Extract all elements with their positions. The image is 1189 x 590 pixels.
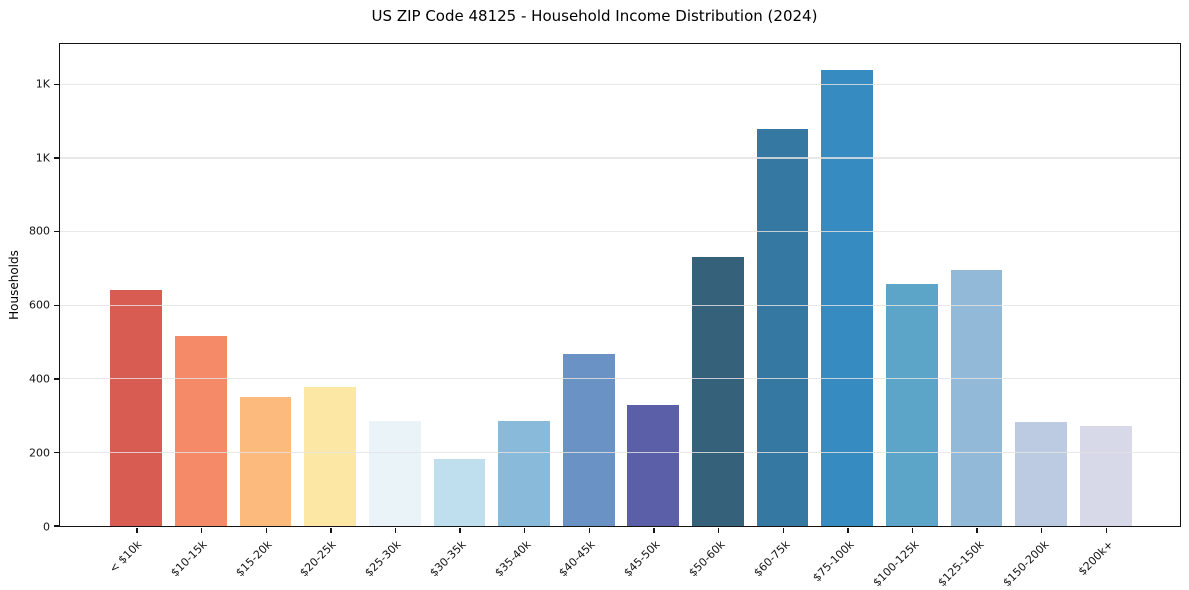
- x-tick-mark: [976, 527, 978, 533]
- x-tick-label: $200k+: [1075, 538, 1116, 579]
- x-tick-mark: [200, 527, 203, 533]
- x-axis: < $10k $10-15k $15-20k $20-25k $25-30k $30-35…: [59, 531, 1181, 589]
- x-tick-cell: $35-40k: [492, 531, 557, 587]
- bar-cell: [944, 44, 1009, 533]
- x-tick-mark: [782, 527, 784, 533]
- bar-cell: [298, 44, 363, 533]
- x-tick-label: $35-40k: [491, 538, 534, 580]
- x-tick-label: $30-35k: [427, 538, 469, 580]
- y-tick-mark: [53, 451, 59, 454]
- bar-< $10k: [110, 289, 163, 526]
- y-tick-mark: [53, 378, 59, 380]
- bar-cell: [686, 44, 751, 533]
- x-tick-label: $15-20k: [232, 538, 275, 580]
- x-tick-label: $60-75k: [750, 538, 793, 580]
- bar-$45-50k: [627, 405, 680, 526]
- bar-cell: [1009, 44, 1074, 533]
- y-axis: 0 200 400 600 800 1K 1K: [0, 43, 50, 533]
- bar-$10-15k: [175, 336, 227, 526]
- bar-$30-35k: [433, 459, 486, 526]
- bar-$125-150k: [950, 270, 1003, 526]
- bar-cell: [233, 44, 298, 533]
- bar-cell: [492, 44, 557, 533]
- x-tick-mark: [394, 527, 397, 533]
- bar-$150-200k: [1015, 421, 1067, 526]
- x-tick-label: $20-25k: [297, 538, 339, 580]
- x-tick-cell: $15-20k: [233, 531, 298, 587]
- x-tick-cell: $150-200k: [1000, 531, 1075, 589]
- x-tick-cell: $45-50k: [621, 531, 686, 587]
- bar-$35-40k: [498, 421, 550, 526]
- x-tick-mark: [1041, 527, 1043, 533]
- bar-cell: [815, 44, 880, 533]
- x-tick-label: $10-15k: [168, 538, 210, 580]
- plot-area: [53, 43, 1181, 533]
- bar-cell: [1073, 44, 1138, 533]
- x-tick-mark: [330, 527, 332, 533]
- x-tick-mark: [653, 527, 655, 533]
- x-tick-cell: $50-60k: [686, 531, 751, 587]
- x-tick-cell: < $10k: [103, 531, 168, 587]
- bar-$25-30k: [368, 421, 421, 526]
- bar-$75-100k: [821, 69, 874, 526]
- y-tick-label: 200: [29, 446, 50, 460]
- chart-title: US ZIP Code 48125 - Household Income Dis…: [371, 7, 818, 25]
- x-tick-mark: [265, 527, 267, 533]
- y-tick-label: 800: [29, 224, 50, 238]
- bar-$60-75k: [756, 129, 809, 526]
- x-tick-cell: $10-15k: [168, 531, 233, 587]
- x-tick-mark: [136, 527, 138, 533]
- y-tick-mark: [53, 230, 59, 233]
- x-tick-label: $75-100k: [810, 538, 857, 585]
- bar-cell: [880, 44, 945, 533]
- bar-cell: [169, 44, 234, 533]
- x-tick-mark: [717, 527, 720, 533]
- x-tick-label: $25-30k: [362, 538, 404, 580]
- bar-cell: [427, 44, 492, 533]
- x-tick-cell: $200k+: [1074, 531, 1139, 587]
- x-tick-cell: $30-35k: [427, 531, 492, 587]
- x-tick-mark: [847, 527, 849, 533]
- x-tick-label: $40-45k: [556, 538, 598, 580]
- y-tick-label: 1K: [35, 151, 50, 165]
- x-tick-mark: [588, 527, 591, 533]
- x-tick-mark: [524, 527, 526, 533]
- bar-cell: [363, 44, 428, 533]
- bar-$100-125k: [885, 283, 938, 526]
- bar-cell: [750, 44, 815, 533]
- x-tick-cell: $25-30k: [362, 531, 427, 587]
- y-tick-label: 1K: [35, 77, 50, 91]
- x-tick-label: $45-50k: [621, 538, 663, 580]
- x-tick-mark: [911, 527, 914, 533]
- y-tick-label: 600: [29, 298, 50, 312]
- y-tick-label: 0: [43, 520, 50, 534]
- bar-$15-20k: [239, 396, 292, 526]
- x-tick-label: < $10k: [107, 538, 145, 576]
- bar-$20-25k: [304, 386, 357, 526]
- bar-$200k+: [1079, 425, 1132, 526]
- bar-cell: [621, 44, 686, 533]
- y-tick-mark: [53, 525, 59, 527]
- x-tick-label: $50-60k: [686, 538, 728, 580]
- x-tick-cell: $40-45k: [556, 531, 621, 587]
- y-tick-label: 400: [29, 372, 50, 386]
- x-tick-mark: [1105, 527, 1108, 533]
- bar-cell: [556, 44, 621, 533]
- bar-$40-45k: [562, 354, 615, 526]
- bar-$50-60k: [692, 256, 744, 526]
- y-tick-mark: [53, 157, 59, 159]
- x-tick-cell: $20-25k: [297, 531, 362, 587]
- bar-cell: [104, 44, 169, 533]
- bars-row: [60, 44, 1180, 533]
- y-tick-mark: [53, 304, 59, 306]
- x-tick-cell: $60-75k: [751, 531, 816, 587]
- x-tick-mark: [459, 527, 461, 533]
- y-tick-mark: [53, 83, 59, 86]
